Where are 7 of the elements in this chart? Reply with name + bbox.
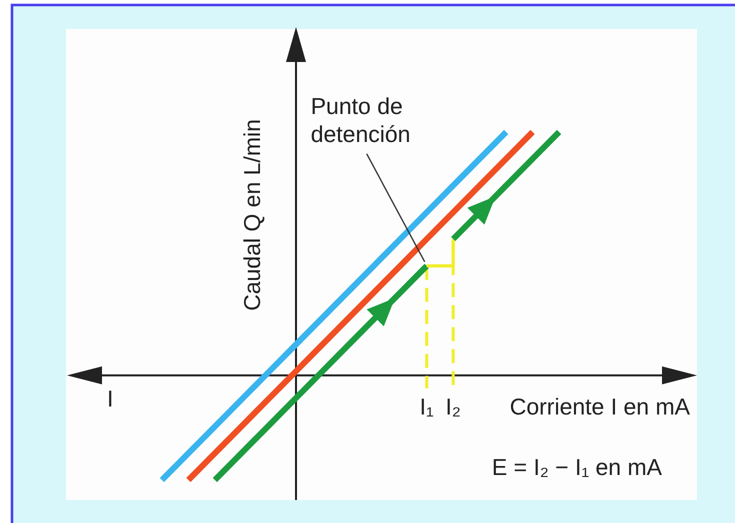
x-tick-label: I₁ — [420, 393, 434, 420]
y-axis-title: Caudal Q en L/min — [239, 119, 265, 311]
annotation: E = I₂ − I₁ en mA — [492, 454, 663, 480]
annotation: I — [107, 385, 114, 412]
annotation: Punto de detención — [310, 92, 410, 147]
x-tick-label: I₂ — [446, 393, 461, 420]
x-axis-title: Corriente I en mA — [510, 393, 691, 420]
